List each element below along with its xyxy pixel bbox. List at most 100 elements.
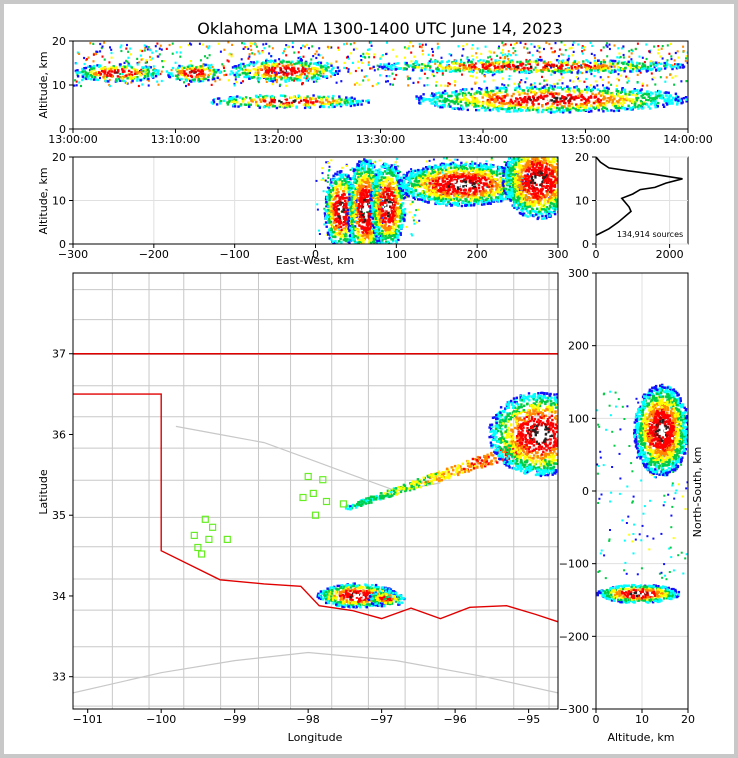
- time-band-cell: [583, 65, 587, 68]
- time-band-cell: [508, 102, 512, 105]
- time-band-cell: [422, 100, 425, 103]
- ew-density-cell: [379, 235, 382, 238]
- ew-density-cell: [357, 176, 360, 179]
- time-noise-cell: [630, 48, 633, 51]
- ew-density-cell: [323, 212, 327, 215]
- time-band-cell: [230, 70, 233, 73]
- time-band-cell: [460, 105, 464, 109]
- time-band-cell: [301, 71, 305, 74]
- time-noise-cell: [168, 43, 171, 47]
- ew-density-cell: [335, 242, 339, 244]
- ew-density-cell: [352, 225, 355, 228]
- time-band-cell: [615, 88, 618, 91]
- time-band-cell: [409, 64, 412, 67]
- time-noise-cell: [636, 42, 639, 45]
- time-band-cell: [647, 105, 650, 108]
- time-band-cell: [583, 101, 586, 105]
- time-band-cell: [596, 88, 599, 91]
- time-band-cell: [179, 71, 182, 75]
- time-noise-cell: [446, 84, 449, 88]
- ew-density-cell: [368, 201, 371, 204]
- altitude-east-west-density: [315, 157, 558, 252]
- time-band-cell: [640, 91, 643, 95]
- time-noise-cell: [116, 67, 119, 70]
- time-band-cell: [135, 68, 139, 72]
- time-band-cell: [443, 97, 447, 100]
- time-band-cell: [599, 99, 602, 102]
- time-band-cell: [430, 69, 433, 72]
- time-band-cell: [625, 62, 629, 66]
- time-band-cell: [343, 100, 346, 103]
- time-noise-cell: [606, 45, 609, 48]
- ew-density-cell: [337, 194, 340, 197]
- ew-density-cell: [364, 250, 366, 252]
- time-band-cell: [498, 71, 501, 74]
- time-band-cell: [430, 94, 433, 97]
- time-band-cell: [151, 75, 154, 79]
- time-band-cell: [394, 66, 397, 69]
- time-band-cell: [506, 94, 509, 97]
- time-band-cell: [209, 66, 212, 69]
- time-band-cell: [555, 92, 558, 95]
- time-band-cell: [536, 111, 540, 114]
- time-noise-cell: [211, 78, 214, 81]
- time-band-cell: [94, 71, 98, 75]
- time-noise-cell: [350, 52, 353, 55]
- time-band-cell: [647, 95, 650, 98]
- time-band-cell: [139, 79, 142, 82]
- time-band-cell: [340, 103, 343, 107]
- time-band-cell: [606, 91, 609, 95]
- time-noise-cell: [315, 56, 318, 60]
- time-noise-cell: [285, 84, 288, 87]
- ew-density-cell: [344, 222, 347, 226]
- time-band-cell: [596, 65, 599, 69]
- ew-density-cell: [354, 249, 356, 251]
- time-band-cell: [473, 105, 476, 108]
- time-band-cell: [89, 74, 92, 77]
- time-band-cell: [634, 89, 637, 92]
- time-band-cell: [655, 96, 658, 100]
- time-band-cell: [620, 95, 623, 98]
- time-band-cell: [278, 105, 281, 108]
- time-band-cell: [518, 87, 522, 90]
- time-band-cell: [107, 80, 110, 83]
- time-band-cell: [516, 90, 520, 94]
- ew-density-cell: [332, 203, 335, 207]
- time-band-cell: [603, 87, 606, 90]
- time-band-cell: [500, 70, 504, 73]
- time-band-cell: [529, 70, 532, 73]
- ew-density-cell: [340, 241, 343, 244]
- time-band-cell: [516, 65, 519, 69]
- time-noise-cell: [108, 78, 111, 82]
- time-band-cell: [536, 63, 539, 66]
- time-band-cell: [527, 60, 531, 63]
- time-noise-cell: [524, 81, 527, 84]
- time-band-cell: [314, 77, 317, 80]
- time-band-cell: [281, 70, 284, 73]
- time-band-cell: [619, 97, 622, 100]
- time-noise-cell: [198, 42, 201, 45]
- time-band-cell: [441, 91, 445, 94]
- time-band-cell: [460, 60, 463, 63]
- time-band-cell: [521, 70, 524, 74]
- ew-density-cell: [346, 175, 349, 178]
- time-band-cell: [267, 64, 271, 67]
- time-band-cell: [606, 109, 609, 112]
- time-noise-cell: [291, 41, 294, 44]
- time-band-cell: [628, 97, 631, 101]
- ew-density-cell: [365, 215, 368, 218]
- time-band-cell: [149, 73, 153, 76]
- time-band-cell: [383, 65, 386, 68]
- time-noise-cell: [274, 79, 276, 82]
- time-band-cell: [183, 66, 186, 69]
- time-band-cell: [237, 70, 240, 73]
- time-noise-cell: [491, 74, 494, 77]
- time-noise-cell: [210, 63, 213, 66]
- time-band-cell: [343, 101, 347, 105]
- time-noise-cell: [126, 72, 129, 75]
- time-band-cell: [567, 101, 571, 105]
- time-noise-cell: [142, 73, 145, 77]
- time-noise-cell: [585, 77, 588, 81]
- time-band-cell: [287, 101, 290, 105]
- time-band-cell: [272, 63, 275, 66]
